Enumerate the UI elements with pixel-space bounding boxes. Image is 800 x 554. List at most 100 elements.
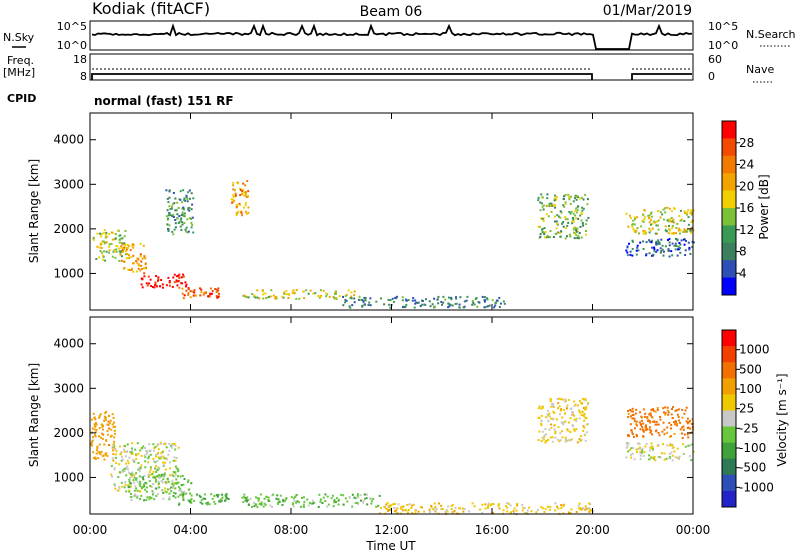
power-cell [125,250,127,253]
velocity-cell [538,417,541,419]
velocity-cell [106,430,109,432]
power-cell [319,289,322,292]
power-cell [627,225,630,228]
velocity-cell [113,446,115,449]
power-cell [132,254,135,257]
velocity-cell [404,508,407,511]
power-cell [244,194,247,197]
velocity-cell [560,504,563,507]
power-cell [571,220,574,223]
velocity-cell [683,412,686,415]
power-cell [562,204,565,207]
power-cell [185,196,188,199]
velocity-cell [585,507,588,510]
power-cell [167,217,170,220]
power-cell [332,296,335,298]
power-cell [190,226,193,229]
velocity-cell [245,498,248,501]
velocity-cell [570,508,573,511]
velocity-cell [99,413,102,416]
velocity-cell [548,412,551,415]
power-cell [92,236,95,239]
velocity-cell [156,469,159,472]
velocity-cell [564,436,567,439]
power-cell [210,292,213,295]
velocity-cell [161,474,163,477]
velocity-cell [451,503,454,506]
velocity-cell [152,483,155,485]
power-cell [575,229,578,231]
power-cell [139,253,142,256]
power-cell [541,217,544,220]
power-cell [208,295,211,298]
freq-trace-a [91,73,593,80]
power-cell [448,303,451,305]
power-cell [242,191,245,194]
power-cell [166,209,169,212]
power-cell [673,244,676,247]
power-cell [118,250,121,253]
velocity-cell [662,411,665,414]
power-cell [142,244,145,247]
velocity-cell [645,427,648,430]
velocity-cell [118,463,121,466]
velocity-cell [102,433,105,436]
velocity-cell [148,480,151,482]
power-cell [156,285,158,288]
power-cell [104,234,107,237]
freq-panel-frame [89,53,694,81]
velocity-cell [178,489,181,492]
power-cell [633,216,636,219]
velocity-cell [138,469,141,472]
velocity-cell [677,416,680,419]
velocity-cell [306,498,309,501]
velocity-cell [160,489,163,492]
velocity-cell [113,483,116,486]
velocity-cell [112,459,115,462]
velocity-cell [277,498,280,501]
velocity-cell [663,452,666,455]
power-cell [413,306,416,309]
power-cell [143,267,146,270]
velocity-cell [638,442,641,445]
velocity-cell [312,499,314,502]
velocity-cell [142,445,145,448]
velocity-cell [402,505,405,508]
power-cell [233,200,236,203]
velocity-cell [123,467,126,470]
velocity-cell [172,491,175,494]
velocity-cell [353,496,356,499]
velocity-cell [549,506,552,508]
power-cell [161,283,164,286]
velocity-cell [174,482,177,485]
power-cell [314,292,317,295]
power-cell [245,212,248,215]
velocity-cell [414,509,417,512]
velocity-cell [168,488,171,491]
velocity-cell [368,497,371,500]
power-cell [635,249,638,252]
power-cell [626,251,629,254]
velocity-cell [131,451,134,454]
velocity-cell [648,428,651,431]
power-cell [100,247,103,249]
velocity-cell [575,428,578,431]
velocity-cell [688,421,691,424]
power-cell [233,189,236,192]
velocity-cell [639,428,642,431]
power-cell [637,249,640,252]
velocity-cell [668,456,671,458]
velocity-cell [133,474,136,477]
velocity-cell [153,476,156,479]
power-cell [572,228,575,231]
velocity-cell [546,505,549,508]
power-cell [556,223,558,225]
power-cell [668,225,670,227]
power-cell [251,293,254,295]
power-cell [645,253,648,256]
power-cell [683,243,686,246]
velocity-cell [97,457,100,460]
power-cell [659,211,662,214]
velocity-cell [671,408,673,410]
power-cell [542,208,545,211]
